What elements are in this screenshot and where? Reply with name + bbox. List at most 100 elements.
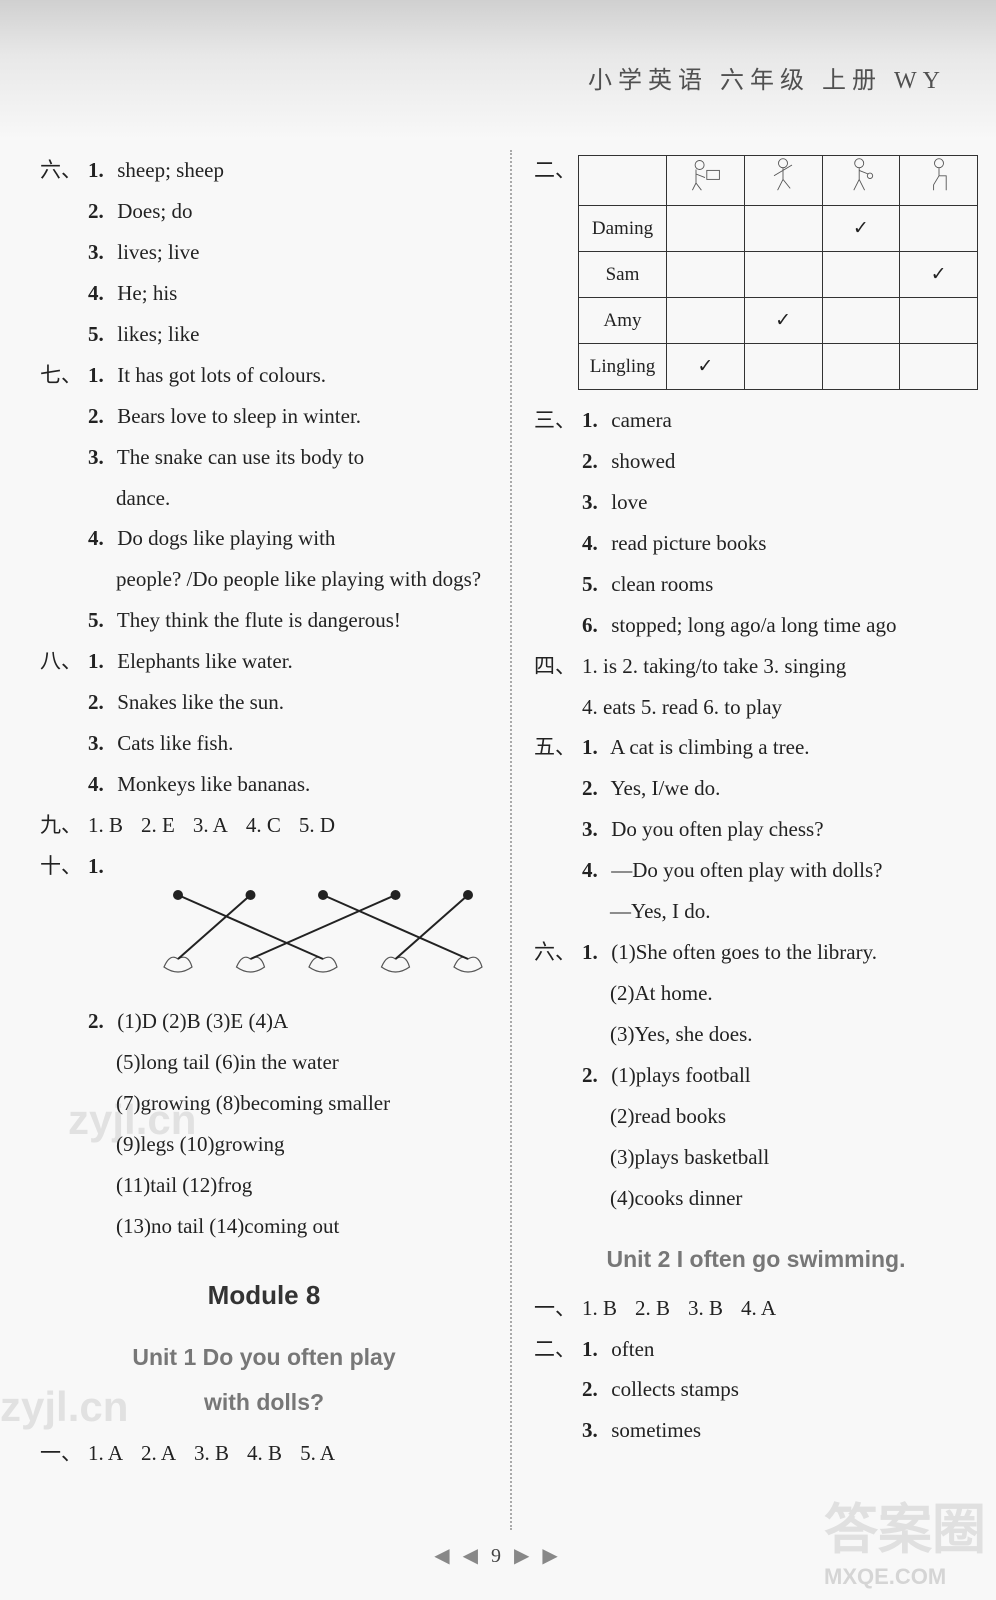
check-cell <box>744 343 822 389</box>
item-number: 4. <box>582 850 606 891</box>
section-label: 一、 <box>40 1433 88 1474</box>
item-number: 5. <box>582 564 606 605</box>
section-7: 七、 1. It has got lots of colours.2. Bear… <box>40 355 488 642</box>
section-label: 六、 <box>534 932 582 973</box>
answer-text: likes; like <box>117 322 199 346</box>
m8u1-section-1: 一、 1. A2. A3. B4. B5. A <box>40 1433 488 1474</box>
section-4-right: 四、 1. is 2. taking/to take 3. singing 4.… <box>534 646 978 728</box>
item-number: 5. <box>88 600 112 641</box>
section-8: 八、 1. Elephants like water.2. Snakes lik… <box>40 641 488 805</box>
answer-text: Snakes like the sun. <box>117 690 284 714</box>
page-header-text: 小学英语 六年级 上册 WY <box>588 60 946 95</box>
item-number: 3. <box>582 809 606 850</box>
item-number: 3. <box>582 482 606 523</box>
list-item: 3. lives; live <box>88 232 488 273</box>
item-number: 1. <box>582 1329 606 1370</box>
check-cell <box>744 251 822 297</box>
answer-text: read picture books <box>611 531 766 555</box>
section-label: 六、 <box>40 150 88 191</box>
answer-item: 5. D <box>299 813 335 837</box>
item-number: 2. <box>582 768 606 809</box>
row-name: Sam <box>579 251 667 297</box>
section-5-right: 五、 1. A cat is climbing a tree.2. Yes, I… <box>534 727 978 932</box>
answer-text: showed <box>611 449 675 473</box>
answer-text: (11)tail (12)frog <box>116 1165 488 1206</box>
pager-arrow-left-icon: ◀ ◀ <box>434 1545 482 1567</box>
section-6: 六、 1. sheep; sheep2. Does; do3. lives; l… <box>40 150 488 355</box>
item-number: 3. <box>88 723 112 764</box>
list-item: 2. Snakes like the sun. <box>88 682 488 723</box>
answer-text: sometimes <box>611 1418 701 1442</box>
continuation-text: dance. <box>88 478 488 519</box>
answer-text: sheep; sheep <box>117 158 224 182</box>
answer-text: 1. is 2. taking/to take 3. singing <box>582 646 978 687</box>
u2-section-1: 一、 1. B2. B3. B4. A <box>534 1288 978 1329</box>
checkmark-table: Daming✓Sam✓Amy✓Lingling✓ <box>578 155 978 390</box>
item-number: 2. <box>88 396 112 437</box>
section-label: 五、 <box>534 727 582 768</box>
item-number: 2. <box>582 1055 606 1096</box>
answer-text: (5)long tail (6)in the water <box>116 1042 488 1083</box>
answer-text: (1)plays football <box>611 1063 750 1087</box>
answer-text: Elephants like water. <box>117 649 293 673</box>
list-item: 3. The snake can use its body to <box>88 437 488 478</box>
row-name: Amy <box>579 297 667 343</box>
item-number: 2. <box>88 1001 112 1042</box>
answer-text: The snake can use its body to <box>117 445 364 469</box>
check-cell <box>744 205 822 251</box>
answer-item: 1. A <box>88 1441 123 1465</box>
answer-item: 4. C <box>246 813 281 837</box>
section-label: 三、 <box>534 400 582 441</box>
answer-text: Bears love to sleep in winter. <box>117 404 361 428</box>
check-cell <box>900 343 978 389</box>
row-name: Daming <box>579 205 667 251</box>
list-item: 4. —Do you often play with dolls? <box>582 850 978 891</box>
item-number: 1. <box>88 641 112 682</box>
section-10: 十、 1. 2. (1)D (2)B (3)E (4)A (5)long tai… <box>40 846 488 1247</box>
answer-item: 2. E <box>141 813 175 837</box>
check-cell <box>822 251 900 297</box>
section-3-right: 三、 1. camera2. showed3. love4. read pict… <box>534 400 978 646</box>
unit-title: Unit 2 I often go swimming. <box>534 1237 978 1282</box>
item-number: 1. <box>582 932 606 973</box>
list-item: 1. sheep; sheep <box>88 150 488 191</box>
module-title: Module 8 <box>40 1270 488 1321</box>
item-number: 5. <box>88 314 112 355</box>
answer-item: 4. B <box>247 1441 282 1465</box>
continuation-text: —Yes, I do. <box>582 891 978 932</box>
list-item: 4. Do dogs like playing with <box>88 518 488 559</box>
item-number: 2. <box>88 682 112 723</box>
section-label: 二、 <box>534 150 578 191</box>
list-item: 5. clean rooms <box>582 564 978 605</box>
answer-text: (9)legs (10)growing <box>116 1124 488 1165</box>
check-cell <box>667 251 745 297</box>
answer-item: 5. A <box>300 1441 335 1465</box>
answer-item: 1. B <box>88 813 123 837</box>
item-number: 1. <box>88 846 112 887</box>
check-cell: ✓ <box>744 297 822 343</box>
item-number: 6. <box>582 605 606 646</box>
answer-text: (1)She often goes to the library. <box>611 940 877 964</box>
watermark-bottom: 答案圈 MXQE.COM <box>824 1485 986 1590</box>
list-item: 5. likes; like <box>88 314 488 355</box>
dance-icon <box>744 155 822 205</box>
check-cell <box>900 297 978 343</box>
answer-text: stopped; long ago/a long time ago <box>611 613 896 637</box>
answer-text: (4)cooks dinner <box>610 1178 978 1219</box>
check-cell <box>822 343 900 389</box>
answer-text: Yes, I/we do. <box>610 776 720 800</box>
answer-text: A cat is climbing a tree. <box>610 735 809 759</box>
table-row: Amy ✓ <box>579 297 978 343</box>
item-number: 4. <box>582 523 606 564</box>
content-columns: 六、 1. sheep; sheep2. Does; do3. lives; l… <box>40 150 956 1530</box>
list-item: 1. Elephants like water. <box>88 641 488 682</box>
unit-title-line: Unit 1 Do you often play <box>40 1335 488 1380</box>
watch-tv-icon <box>667 155 745 205</box>
list-item: 4. read picture books <box>582 523 978 564</box>
check-cell <box>900 205 978 251</box>
answer-text: (2)At home. <box>610 973 978 1014</box>
list-item: 2. Yes, I/we do. <box>582 768 978 809</box>
answer-text: (3)Yes, she does. <box>610 1014 978 1055</box>
unit-title-line: with dolls? <box>204 1389 324 1415</box>
check-cell: ✓ <box>900 251 978 297</box>
